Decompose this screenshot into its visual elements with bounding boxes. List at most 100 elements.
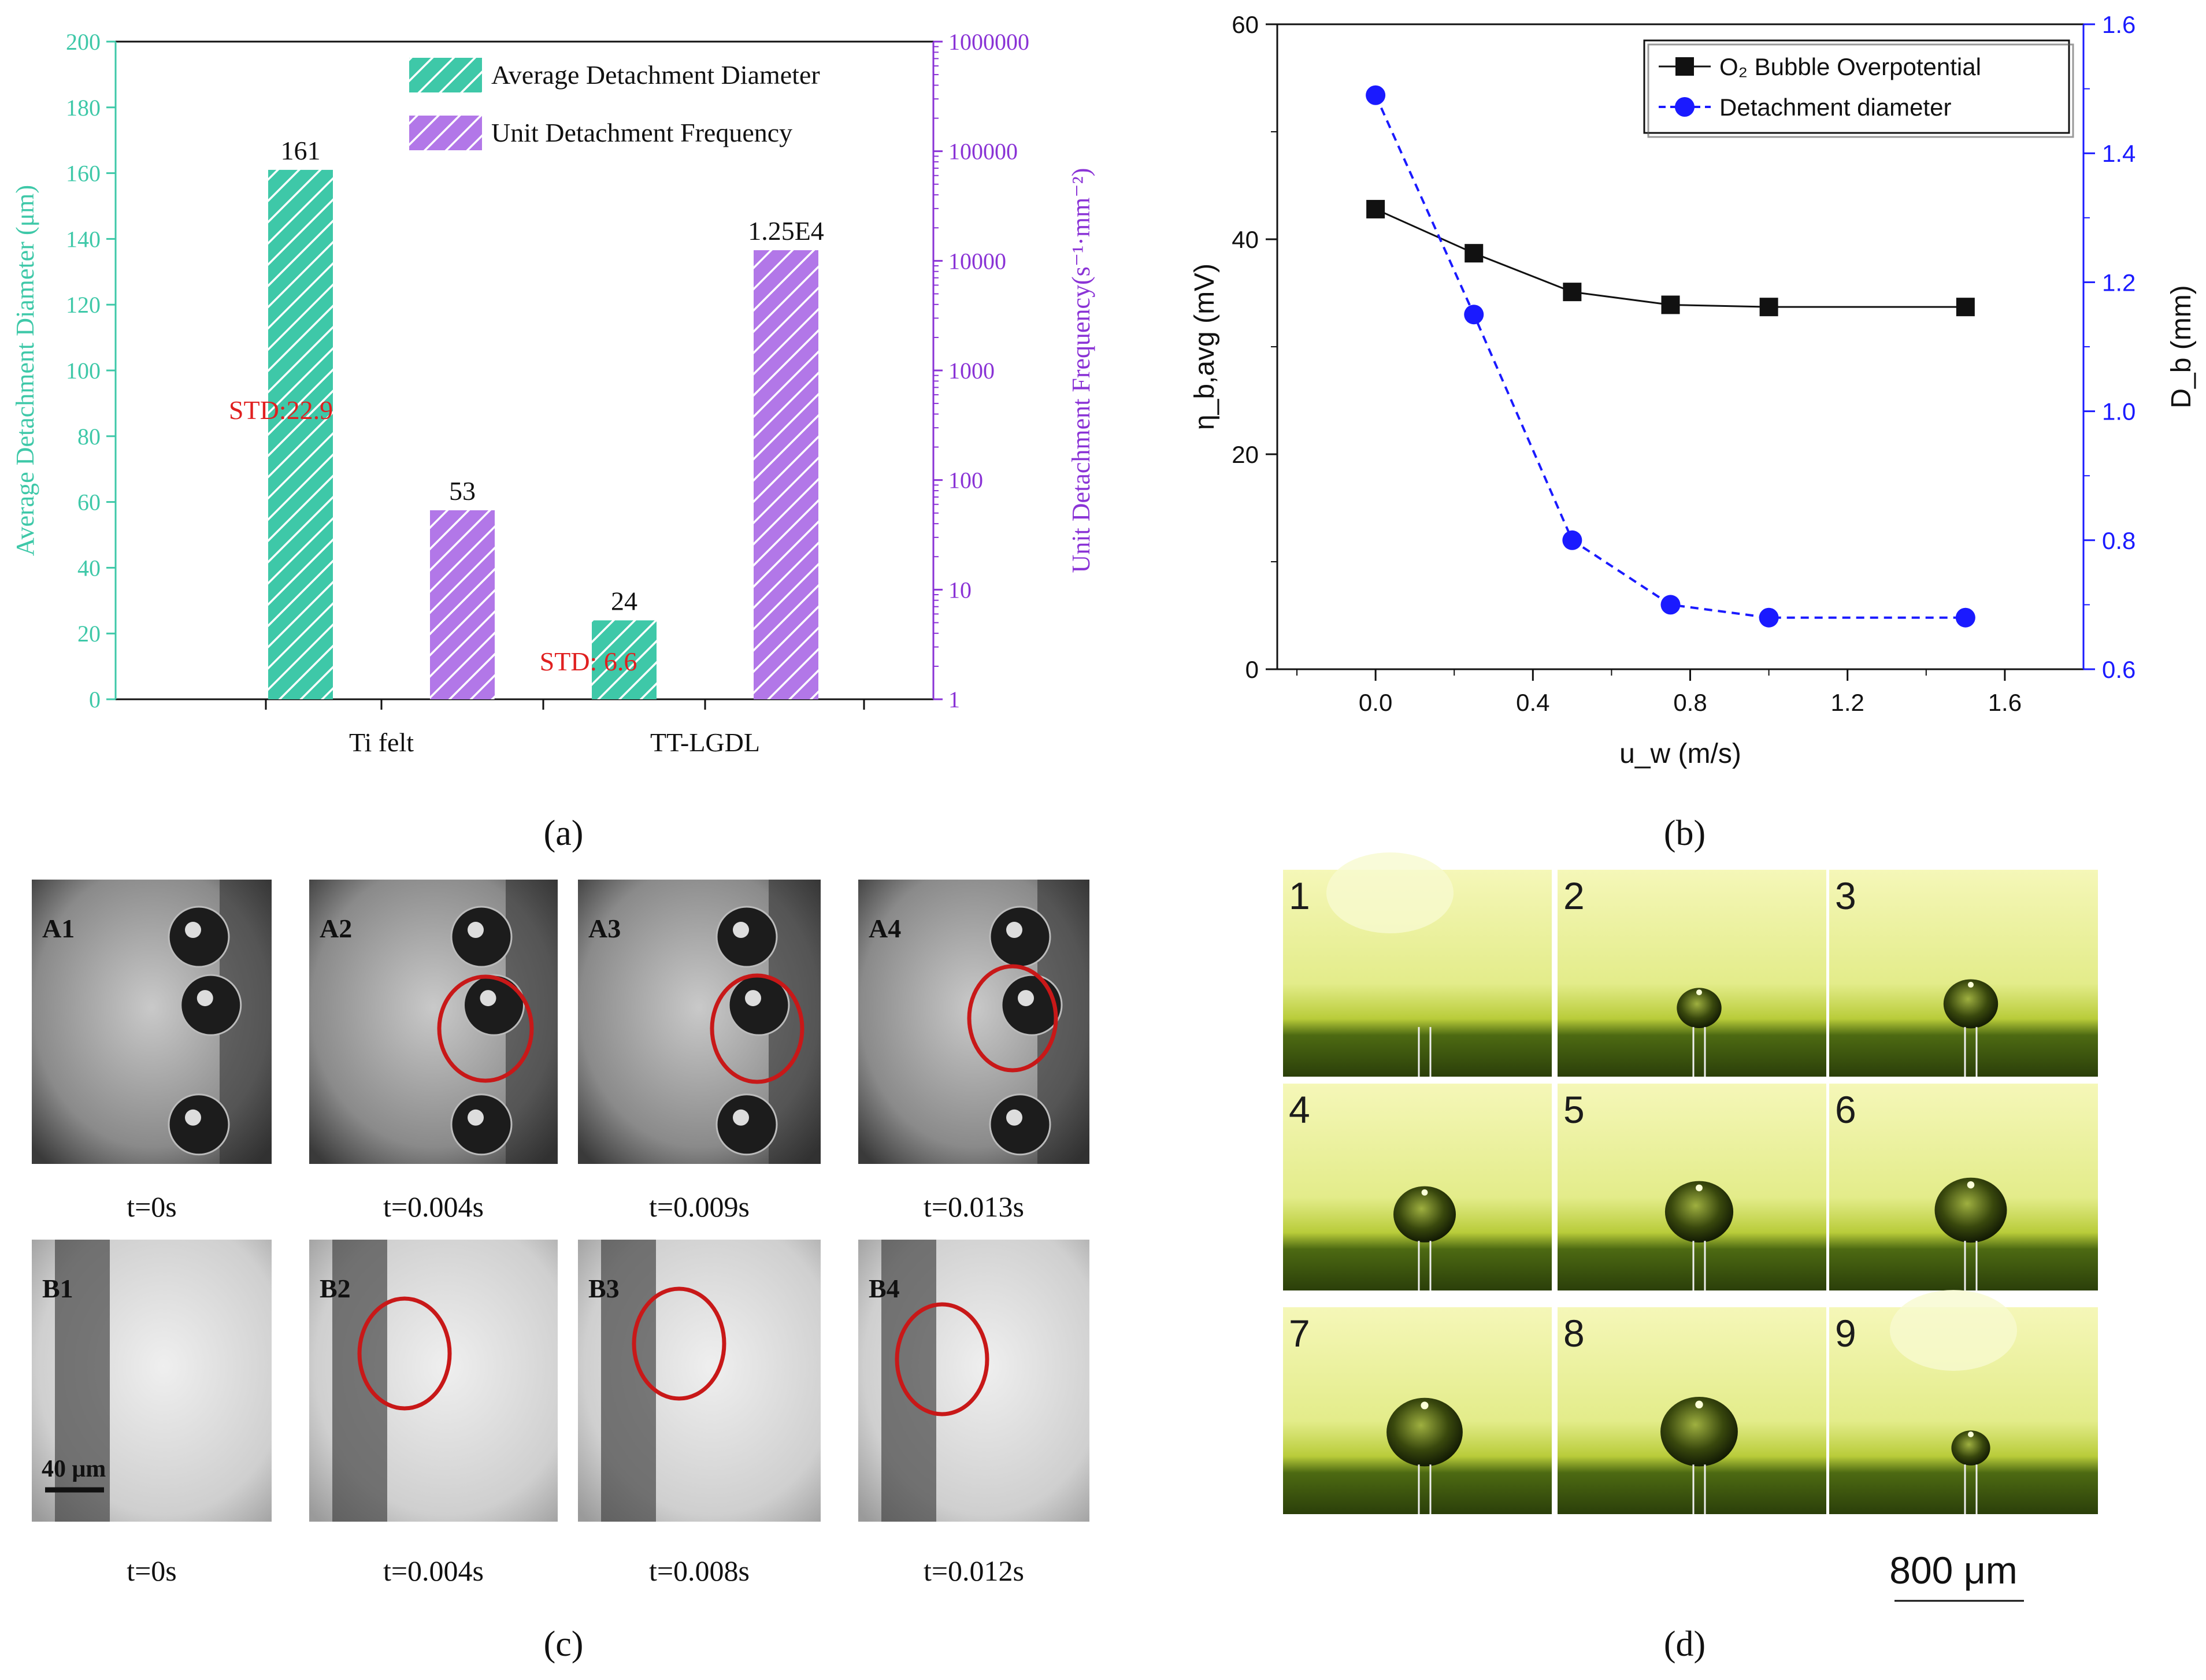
frame-time: t=0.012s (924, 1555, 1024, 1587)
left-y-axis-title: η_b,avg (mV) (1189, 264, 1220, 430)
blur-region (1890, 1290, 2017, 1371)
tracked-bubble-marker (357, 1296, 452, 1411)
panel-label-c: (c) (544, 1625, 584, 1664)
droplet-frame (1829, 870, 2098, 1077)
frequency-bar (754, 250, 818, 699)
left-y-tick-label: 0 (1245, 656, 1259, 683)
right-y-tick-label: 1000000 (948, 29, 1029, 55)
legend-label-frequency: Unit Detachment Frequency (491, 118, 792, 147)
overpotential-point (1563, 283, 1582, 302)
legend-label-diameter: Average Detachment Diameter (491, 60, 820, 90)
panel-c: A1 t=0s A2 t=0.004s A3 t=0.009s A4 t=0.013s B1 t=… (32, 880, 1089, 1587)
legend-label-diameter: Detachment diameter (1719, 94, 1952, 121)
frame-number: 3 (1835, 874, 1856, 917)
right-y-tick-label: 0.6 (2102, 656, 2135, 683)
blur-region (1326, 852, 1454, 933)
frame-number: 7 (1289, 1312, 1310, 1355)
frequency-bar (430, 510, 495, 699)
detachment-diameter-point (1660, 595, 1681, 615)
detachment-diameter-point (1562, 530, 1582, 550)
bubble-highlight (745, 990, 761, 1007)
legend-label-overpotential: O₂ Bubble Overpotential (1719, 53, 1981, 80)
right-y-tick-label: 1000 (948, 358, 995, 384)
x-tick-label: 1.2 (1831, 689, 1864, 716)
bubble-highlight (1696, 989, 1702, 996)
panel-d: 1 2 3 4 5 6 7 8 9 800 μm (1283, 852, 2098, 1602)
left-y-tick-label: 40 (77, 555, 101, 581)
panel-labels: (a) (b) (c) (d) (544, 814, 1706, 1664)
left-y-tick-label: 140 (66, 226, 101, 252)
detachment-diameter-line (1374, 94, 1966, 619)
left-y-tick-label: 40 (1232, 226, 1259, 253)
scale-bar-label: 800 μm (1889, 1549, 2017, 1592)
bubble (1677, 988, 1722, 1029)
left-y-tick-label: 200 (66, 29, 101, 55)
bubble-highlight (468, 922, 484, 939)
frame-label: B3 (588, 1274, 620, 1303)
legend-box (1643, 39, 2070, 134)
frame-label: A1 (42, 914, 75, 943)
right-y-tick-label: 100000 (948, 139, 1018, 165)
frame-label: A2 (320, 914, 352, 943)
bubble-highlight (733, 1109, 749, 1126)
bubble (463, 974, 525, 1036)
bubble (1000, 974, 1063, 1036)
x-tick-label: 0.8 (1673, 689, 1707, 716)
bubble (1664, 1181, 1734, 1243)
tracked-bubble-marker (632, 1286, 726, 1401)
tracked-bubble-marker (895, 1302, 989, 1416)
overpotential-point (1366, 199, 1385, 218)
detachment-diameter-point (1464, 305, 1484, 325)
bubble (989, 906, 1051, 968)
frame-label: B4 (869, 1274, 900, 1303)
bar-value-label: 24 (611, 586, 637, 615)
right-y-tick-label: 1.0 (2102, 398, 2135, 425)
bubble-highlight (733, 922, 749, 939)
bubble (989, 1093, 1051, 1156)
bubble-highlight (468, 1109, 484, 1126)
frame-number: 5 (1563, 1088, 1585, 1131)
bubble-highlight (185, 1109, 201, 1126)
bubble-highlight (1695, 1400, 1703, 1409)
std-annotation: STD:22.9 (229, 395, 333, 425)
frame-number: 1 (1289, 874, 1310, 917)
bar-value-label: 53 (449, 476, 476, 506)
overpotential-line (1375, 208, 1966, 308)
bubble (1951, 1430, 1990, 1466)
diameter-bar (592, 620, 657, 699)
bubble-highlight (185, 922, 201, 939)
bubble (168, 906, 230, 968)
x-tick-label: 0.4 (1516, 689, 1549, 716)
legend-marker-diameter (1675, 97, 1695, 117)
micrograph-shadow (55, 1240, 110, 1522)
micrograph-shadow (332, 1240, 387, 1522)
bubble (450, 906, 513, 968)
legend-marker-overpotential (1675, 57, 1694, 76)
left-y-tick-label: 20 (77, 621, 101, 647)
left-y-tick-label: 80 (77, 424, 101, 450)
bar-value-label: 161 (281, 136, 321, 165)
left-y-tick-label: 120 (66, 292, 101, 318)
left-y-tick-label: 0 (89, 687, 101, 713)
frame-time: t=0.004s (383, 1555, 484, 1587)
frame-number: 8 (1563, 1312, 1585, 1355)
right-y-axis-title: D_b (mm) (2166, 285, 2197, 408)
frame-time: t=0.013s (924, 1191, 1024, 1223)
right-y-tick-label: 10 (948, 577, 972, 603)
tracked-bubble-marker (437, 974, 534, 1083)
x-tick-label: 0.0 (1359, 689, 1392, 716)
panel-b: 0.0 0.4 0.8 1.2 1.6 0 20 40 60 0.6 0.8 1.0 1.2 1.4 1.6… (1189, 11, 2197, 769)
frame-label: B2 (320, 1274, 351, 1303)
detachment-diameter-point (1955, 607, 1975, 628)
bubble (180, 974, 242, 1036)
bubble-highlight (1421, 1401, 1429, 1410)
bubble-highlight (1967, 1181, 1975, 1189)
bubble (715, 1093, 778, 1156)
right-y-tick-label: 0.8 (2102, 527, 2135, 554)
right-y-tick-label: 1.4 (2102, 140, 2135, 167)
bubble-highlight (1968, 981, 1974, 988)
legend-swatch-diameter (409, 58, 482, 92)
frame-time: t=0.004s (383, 1191, 484, 1223)
frame-label: B1 (42, 1274, 73, 1303)
